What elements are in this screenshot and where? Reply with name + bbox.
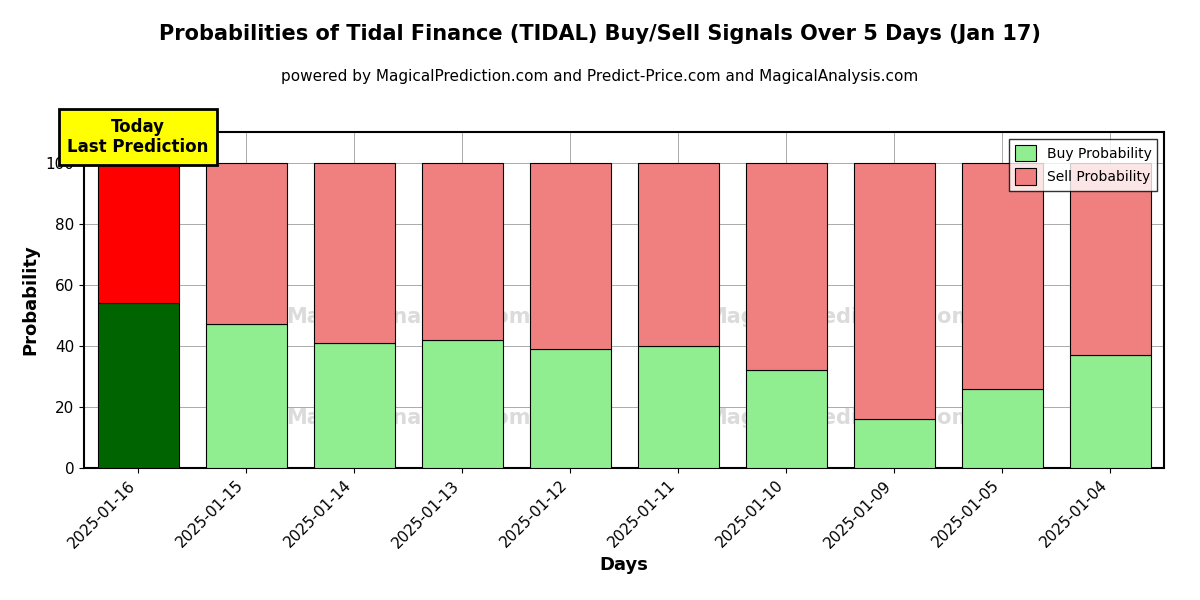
Bar xyxy=(961,389,1043,468)
Legend: Buy Probability, Sell Probability: Buy Probability, Sell Probability xyxy=(1009,139,1157,191)
Bar xyxy=(97,303,179,468)
Y-axis label: Probability: Probability xyxy=(22,245,40,355)
Text: Probabilities of Tidal Finance (TIDAL) Buy/Sell Signals Over 5 Days (Jan 17): Probabilities of Tidal Finance (TIDAL) B… xyxy=(160,24,1040,44)
Bar xyxy=(529,349,611,468)
Bar xyxy=(1069,163,1151,355)
Text: MagicalPrediction.com: MagicalPrediction.com xyxy=(707,407,973,428)
Bar xyxy=(313,163,395,343)
Bar xyxy=(421,340,503,468)
Text: MagicalAnalysis.com: MagicalAnalysis.com xyxy=(286,307,530,327)
Bar xyxy=(97,163,179,303)
Text: powered by MagicalPrediction.com and Predict-Price.com and MagicalAnalysis.com: powered by MagicalPrediction.com and Pre… xyxy=(281,69,919,84)
X-axis label: Days: Days xyxy=(600,556,648,574)
Bar xyxy=(853,419,935,468)
Bar xyxy=(529,163,611,349)
Bar xyxy=(1069,355,1151,468)
Bar xyxy=(205,325,287,468)
Bar xyxy=(745,163,827,370)
Bar xyxy=(205,163,287,325)
Bar xyxy=(637,163,719,346)
Bar xyxy=(745,370,827,468)
Bar xyxy=(853,163,935,419)
Bar xyxy=(961,163,1043,389)
Text: MagicalAnalysis.com: MagicalAnalysis.com xyxy=(286,407,530,428)
Bar xyxy=(637,346,719,468)
Bar xyxy=(421,163,503,340)
Bar xyxy=(313,343,395,468)
Text: Today
Last Prediction: Today Last Prediction xyxy=(67,118,209,157)
Text: MagicalPrediction.com: MagicalPrediction.com xyxy=(707,307,973,327)
